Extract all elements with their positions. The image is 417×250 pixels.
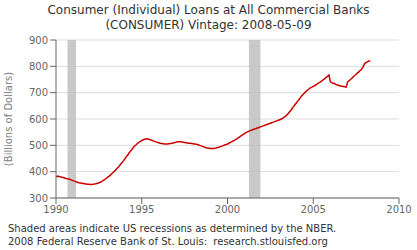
svg-text:1995: 1995 xyxy=(129,204,154,215)
svg-text:(Billions of Dollars): (Billions of Dollars) xyxy=(8,72,14,166)
svg-text:2005: 2005 xyxy=(301,204,326,215)
html-text:Consumer (Individual) Loans at: Consumer (Individual) Loans at All Comme… xyxy=(47,3,370,17)
svg-text:700: 700 xyxy=(29,87,48,98)
svg-text:500: 500 xyxy=(29,140,48,151)
svg-text:600: 600 xyxy=(29,114,48,125)
svg-text:2000: 2000 xyxy=(215,204,240,215)
html-text:Shaded areas indicate US reces: Shaded areas indicate US recessions as d… xyxy=(8,223,337,234)
svg-text:1990: 1990 xyxy=(43,204,68,215)
html-text:2008 Federal Reserve Bank of S: 2008 Federal Reserve Bank of St. Louis: … xyxy=(8,236,328,247)
svg-text:300: 300 xyxy=(29,193,48,204)
html-text:(CONSUMER) Vintage: 2008-05-09: (CONSUMER) Vintage: 2008-05-09 xyxy=(105,18,312,32)
svg-text:2010: 2010 xyxy=(386,204,409,215)
svg-text:900: 900 xyxy=(29,35,48,46)
svg-text:800: 800 xyxy=(29,61,48,72)
svg-text:400: 400 xyxy=(29,166,48,177)
